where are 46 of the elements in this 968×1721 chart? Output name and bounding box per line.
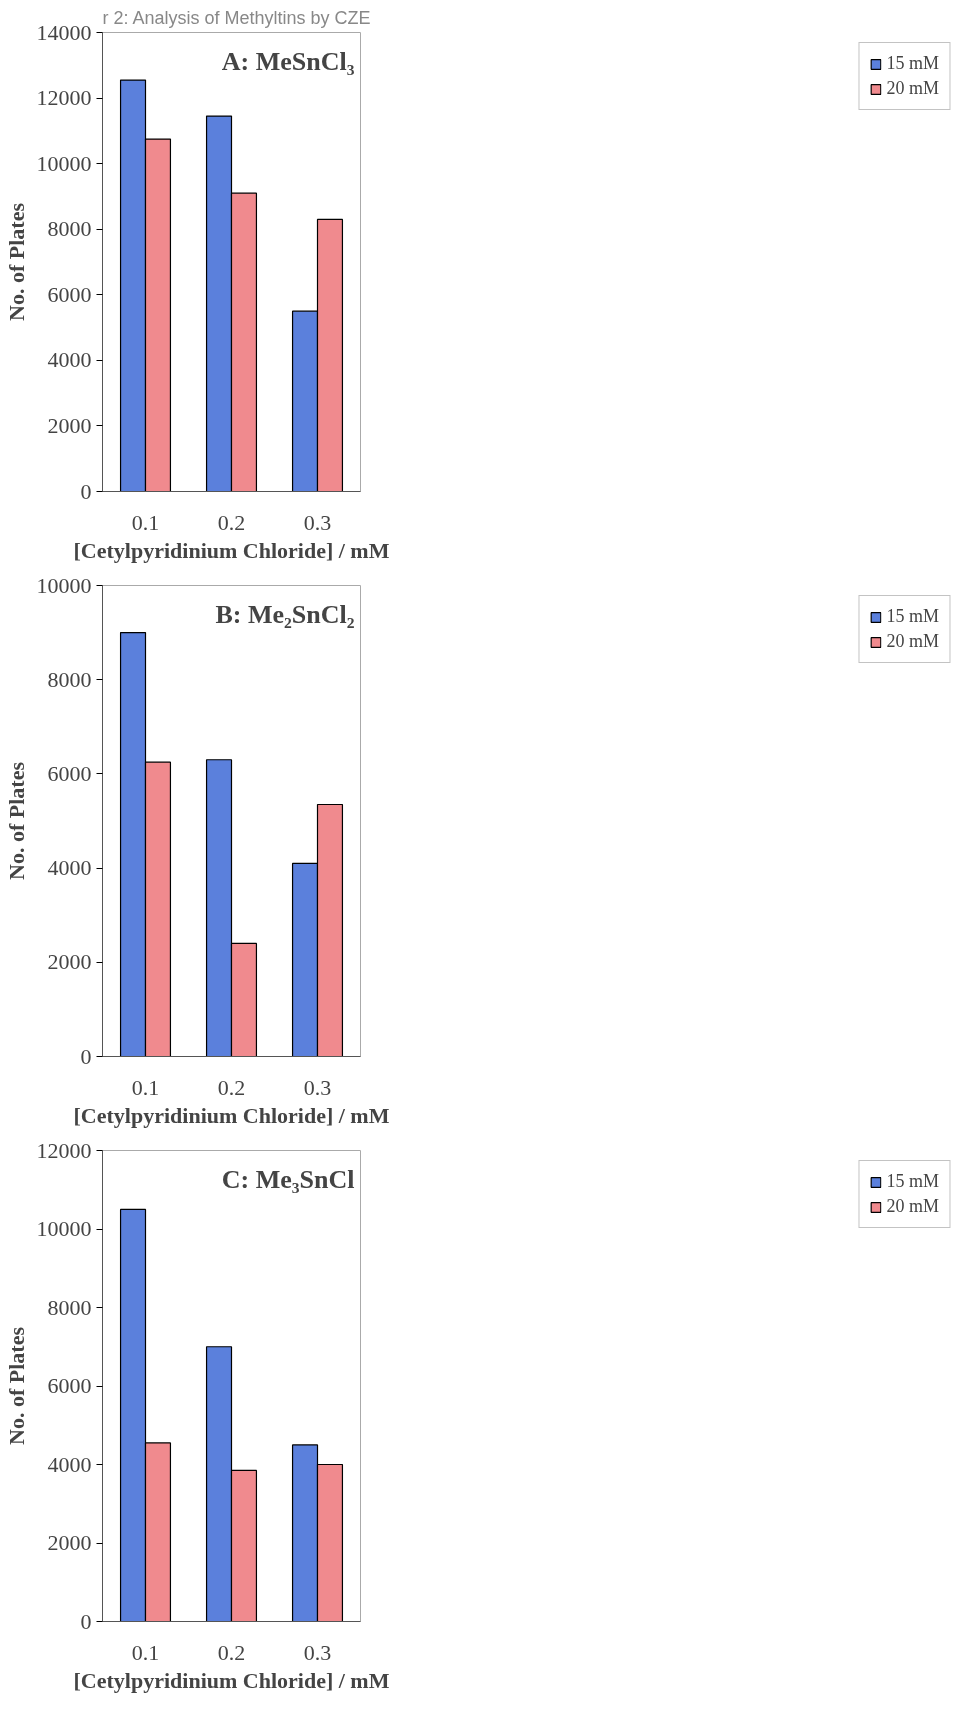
text: C: Me₃SnCl	[221, 1164, 355, 1194]
text: r 2: Analysis of Methyltins by CZE	[102, 7, 371, 28]
legend-label: 15 mM	[886, 1171, 939, 1192]
y-tick-label: 6000	[47, 1373, 92, 1398]
y-tick-label: 10000	[36, 572, 92, 598]
y-tick-label: 8000	[47, 666, 92, 692]
x-tick-label: 0.3	[303, 509, 332, 535]
legend-label: 15 mM	[886, 606, 939, 627]
y-tick-label: 4000	[47, 855, 92, 881]
y-tick-label: 0	[80, 478, 92, 504]
x-tick-label: 0.1	[131, 1074, 160, 1100]
y-tick-label: 6000	[47, 760, 92, 786]
x-tick-label: 0.2	[217, 1639, 246, 1665]
y-tick-label: 10000	[36, 1216, 92, 1241]
y-tick-label: 0	[80, 1608, 92, 1634]
y-tick-label: 8000	[47, 216, 92, 242]
y-tick-label: 0	[80, 1043, 92, 1069]
y-axis-title: No. of Plates	[3, 1326, 29, 1445]
legend-label: 20 mM	[886, 78, 939, 99]
y-tick-label: 12000	[36, 85, 92, 111]
y-tick-label: 4000	[47, 347, 92, 373]
x-tick-label: 0.3	[303, 1074, 332, 1100]
y-tick-label: 2000	[47, 1530, 92, 1555]
x-tick-label: 0.2	[217, 509, 246, 535]
y-axis-title: No. of Plates	[3, 761, 29, 880]
y-tick-label: 4000	[47, 1451, 92, 1477]
x-axis-title: [Cetylpyridinium Chloride] / mM	[73, 537, 390, 563]
x-axis-title: [Cetylpyridinium Chloride] / mM	[73, 1667, 390, 1693]
y-tick-label: 6000	[47, 281, 92, 307]
legend-label: 15 mM	[886, 53, 939, 74]
legend-label: 20 mM	[886, 631, 939, 652]
x-tick-label: 0.3	[303, 1639, 332, 1665]
y-tick-label: 10000	[36, 150, 92, 176]
legend-label: 20 mM	[886, 1196, 939, 1217]
text: B: Me₂SnCl₂	[215, 599, 355, 629]
y-tick-label: 2000	[47, 412, 92, 438]
text: A: MeSnCl₃	[221, 46, 355, 76]
y-tick-label: 2000	[47, 949, 92, 975]
y-tick-label: 8000	[47, 1294, 92, 1320]
y-axis-title: No. of Plates	[3, 202, 29, 321]
x-axis-title: [Cetylpyridinium Chloride] / mM	[73, 1102, 390, 1128]
x-tick-label: 0.1	[131, 1639, 160, 1665]
x-tick-label: 0.1	[131, 509, 160, 535]
y-tick-label: 12000	[36, 1137, 92, 1163]
x-tick-label: 0.2	[217, 1074, 246, 1100]
y-tick-label: 14000	[36, 19, 92, 45]
